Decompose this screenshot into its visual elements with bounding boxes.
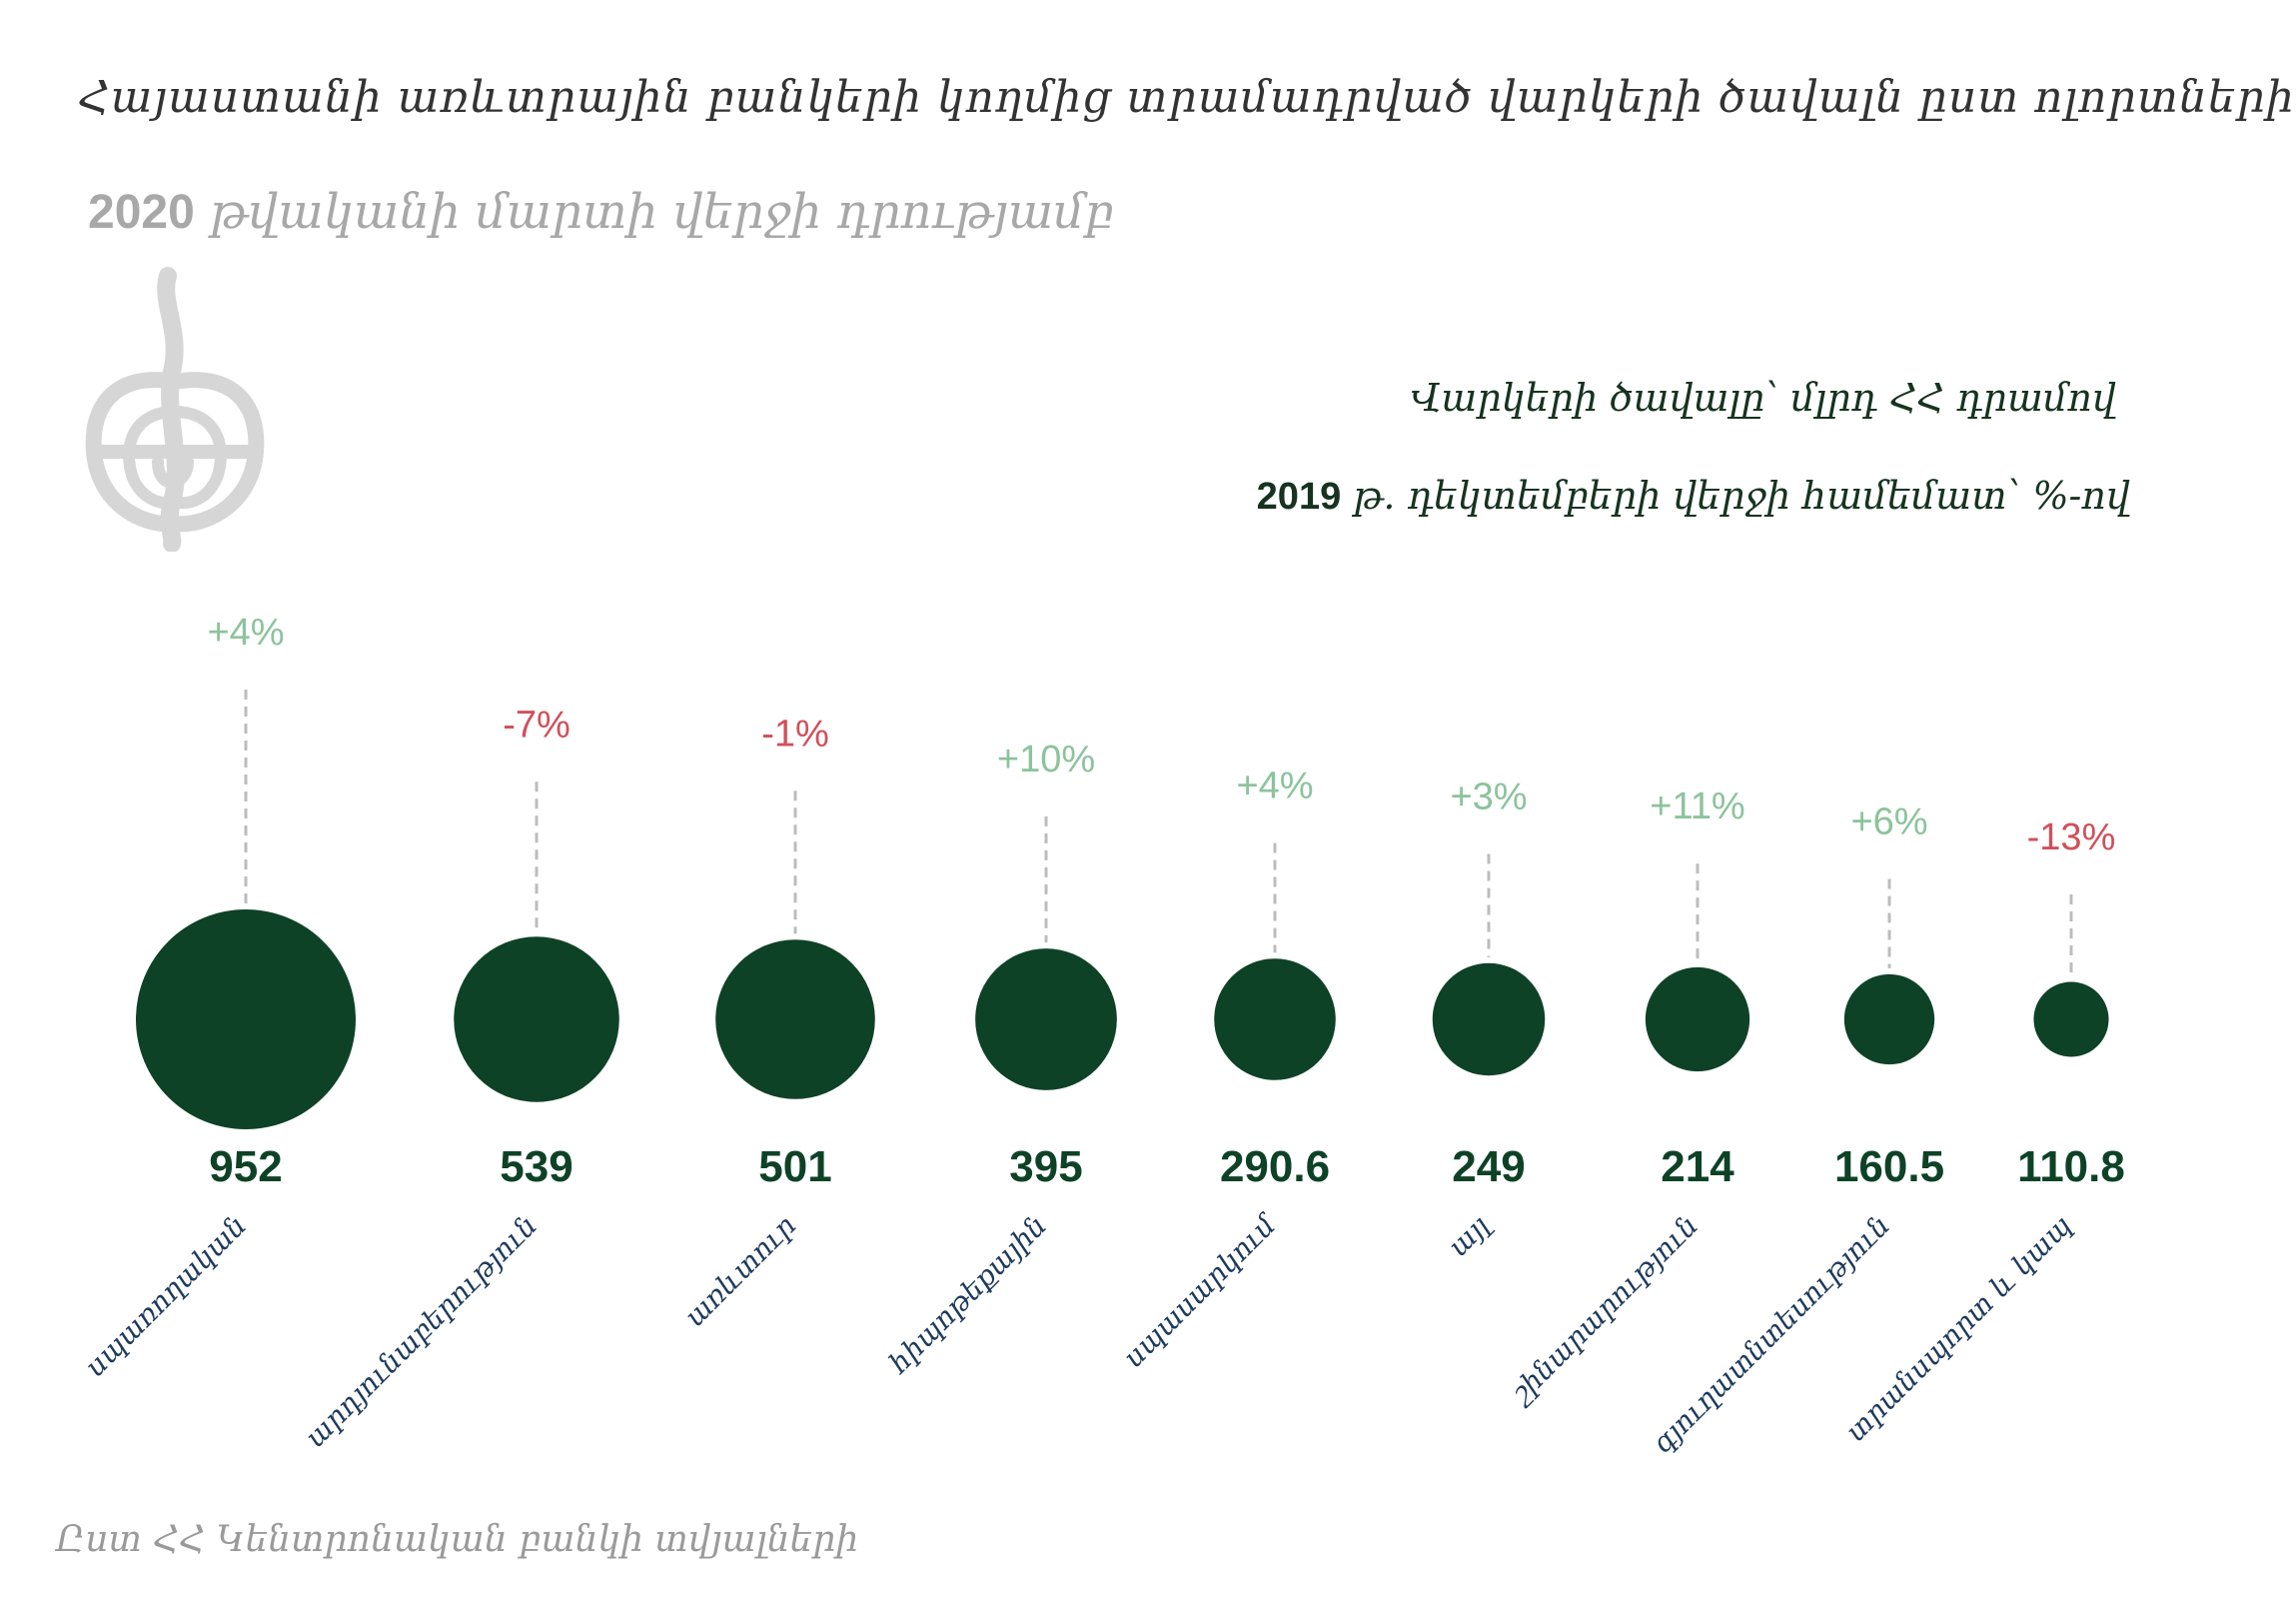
change-note: 2019 թ. դեկտեմբերի վերջի համեմատ՝ %-ով: [1257, 474, 2130, 519]
subtitle-year: 2020: [88, 186, 195, 239]
category-label: արդյունաբերություն: [299, 1209, 544, 1454]
change-label: +4%: [207, 612, 284, 654]
bubble-mark: [2033, 981, 2109, 1057]
change-label: -1%: [761, 713, 829, 755]
chart-subtitle: 2020 թվականի մարտի վերջի դրությամբ: [88, 184, 1114, 240]
change-label: -7%: [503, 704, 571, 746]
value-label: 952: [209, 1142, 282, 1191]
value-label: 214: [1661, 1142, 1734, 1191]
value-label: 249: [1452, 1142, 1525, 1191]
category-label: հիպոթեքային: [881, 1209, 1053, 1381]
source-note: Ըստ ՀՀ Կենտրոնական բանկի տվյալների: [56, 1519, 859, 1560]
change-label: -13%: [2027, 816, 2116, 858]
value-label: 110.8: [2017, 1142, 2125, 1191]
change-label: +6%: [1850, 801, 1927, 843]
value-label: 539: [500, 1142, 573, 1191]
category-label: առևտուր: [678, 1209, 802, 1333]
value-label: 160.5: [1834, 1142, 1944, 1191]
change-label: +4%: [1236, 765, 1313, 806]
bubble-mark: [1432, 962, 1546, 1076]
change-label: +3%: [1450, 777, 1527, 818]
category-label: սպառողական: [78, 1209, 253, 1384]
category-label: այլ: [1442, 1208, 1497, 1263]
subtitle-text: թվականի մարտի վերջի դրությամբ: [210, 184, 1114, 240]
logo-icon: [85, 267, 265, 552]
bubble-mark: [136, 909, 356, 1129]
change-label: +11%: [1650, 786, 1744, 827]
change-note-year: 2019: [1256, 476, 1342, 518]
bubble-mark: [1214, 958, 1336, 1080]
change-label: +10%: [997, 739, 1095, 781]
bubble-mark: [1645, 966, 1750, 1072]
bubble-mark: [454, 936, 619, 1102]
chart-title: Հայաստանի առևտրային բանկերի կողմից տրամա…: [78, 72, 2295, 123]
volume-unit-note: Վարկերի ծավալը՝ մլրդ ՀՀ դրամով: [1410, 376, 2116, 420]
value-label: 395: [1009, 1142, 1082, 1191]
change-note-text: թ. դեկտեմբերի վերջի համեմատ՝ %-ով: [1353, 474, 2130, 518]
bubble-mark: [1843, 973, 1935, 1065]
bubble-mark: [715, 939, 875, 1099]
value-label: 290.6: [1220, 1142, 1330, 1191]
value-label: 501: [758, 1142, 831, 1191]
bubble-mark: [975, 948, 1117, 1090]
category-label: սպասարկում: [1117, 1207, 1284, 1374]
category-label: շինարարություն: [1503, 1209, 1705, 1411]
